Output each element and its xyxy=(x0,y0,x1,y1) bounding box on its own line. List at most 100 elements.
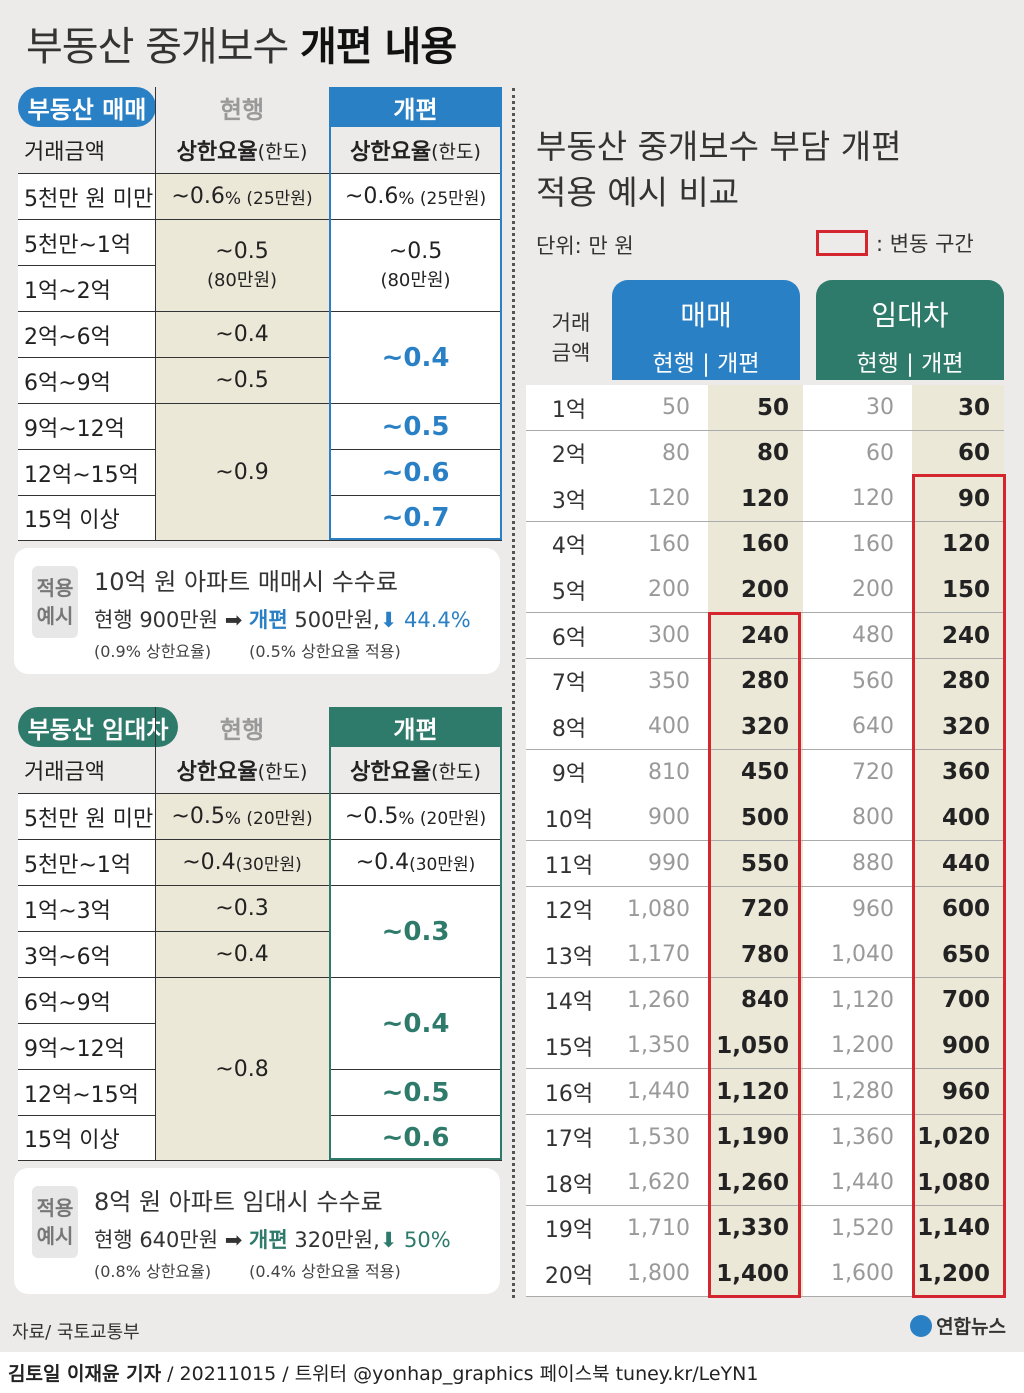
compare-cell: 1,400 xyxy=(708,1251,803,1297)
compare-cell: 1,360 xyxy=(831,1124,894,1150)
yonhap-logo-icon xyxy=(910,1314,933,1337)
compare-cell: 10억 xyxy=(544,807,594,833)
lease-current-label: 현행 xyxy=(219,715,265,744)
lease-row-0: 5천만 원 미만 ~0.5% (20만원) ~0.5% (20만원) xyxy=(18,794,502,840)
compare-cell: 1,800 xyxy=(627,1261,690,1287)
compare-cell: 1,530 xyxy=(627,1124,690,1150)
sale-example-title: 10억 원 아파트 매매시 수수료 xyxy=(94,568,398,596)
compare-cell: 11억 xyxy=(544,853,594,879)
example-tag: 적용 예시 xyxy=(32,566,78,638)
compare-cell: 300 xyxy=(648,623,690,648)
compare-cell: 1,080 xyxy=(627,896,690,922)
compare-cell: 780 xyxy=(708,932,803,978)
compare-row: 15억 1,350 1,050 1,200 900 xyxy=(526,1023,1004,1070)
lease-pill: 부동산 임대차 xyxy=(18,707,178,747)
compare-cell: 1,520 xyxy=(831,1215,894,1241)
compare-cell: 640 xyxy=(852,714,894,740)
compare-cell: 840 xyxy=(708,977,803,1023)
sale-table: 부동산 매매 현행 개편 거래금액 상한요율 (한도) 상한요율 (한도) 5천만 … xyxy=(18,87,502,541)
compare-cell: 1,040 xyxy=(831,942,894,968)
sale-example-values: 현행 900만원 ➡ 개편 500만원,⬇ 44.4% xyxy=(94,608,471,632)
compare-cell: 800 xyxy=(852,805,894,831)
compare-row: 18억 1,620 1,260 1,440 1,080 xyxy=(526,1160,1004,1207)
compare-cell: 880 xyxy=(852,851,894,876)
compare-cell: 1,330 xyxy=(708,1205,803,1251)
compare-cell: 160 xyxy=(648,531,690,557)
page-title: 부동산 중개보수 개편 내용 xyxy=(26,24,457,70)
sale-header-row: 거래금액 상한요율 (한도) 상한요율 (한도) xyxy=(18,127,502,174)
compare-cell: 1,710 xyxy=(627,1215,690,1241)
compare-cell: 320 xyxy=(912,704,1004,750)
compare-cell: 60 xyxy=(912,430,1004,476)
lease-header-row: 거래금액 상한요율 (한도) 상한요율 (한도) xyxy=(18,747,502,794)
compare-title: 부동산 중개보수 부담 개편 적용 예시 비교 xyxy=(536,127,902,212)
compare-cell: 990 xyxy=(648,851,690,876)
compare-row: 3억 120 120 120 90 xyxy=(526,476,1004,523)
compare-cell: 200 xyxy=(852,577,894,603)
compare-cell: 1,260 xyxy=(708,1160,803,1206)
compare-cell: 550 xyxy=(708,841,803,886)
compare-cell: 160 xyxy=(852,531,894,557)
lease-change-box xyxy=(912,474,1006,1298)
compare-cell: 80 xyxy=(662,440,690,466)
dotted-divider xyxy=(512,88,515,1298)
compare-cell: 360 xyxy=(912,749,1004,795)
compare-row: 9억 810 450 720 360 xyxy=(526,749,1004,796)
compare-cell: 200 xyxy=(648,577,690,603)
footer-credit: 김토일 이재윤 기자/ 20211015 / 트위터 @yonhap_graph… xyxy=(0,1352,1024,1393)
compare-cell: 150 xyxy=(912,567,1004,613)
compare-cell: 90 xyxy=(912,476,1004,522)
arrow-down-icon: ⬇ 44.4% xyxy=(379,608,471,632)
compare-cell: 810 xyxy=(648,759,690,785)
compare-cell: 7억 xyxy=(551,671,587,697)
sale-merged-cur-3: ~0.9 xyxy=(155,404,329,540)
compare-cell: 1,080 xyxy=(912,1160,1004,1206)
compare-cell: 80 xyxy=(708,430,803,476)
compare-cell: 1,620 xyxy=(627,1170,690,1196)
compare-cell: 120 xyxy=(852,486,894,512)
compare-cell: 16억 xyxy=(544,1081,594,1107)
compare-cell: 160 xyxy=(708,521,803,567)
lease-table: 부동산 임대차 현행 개편 거래금액 상한요율 (한도) 상한요율 (한도) 5천만… xyxy=(18,707,502,1161)
legend-red-box xyxy=(816,230,868,256)
compare-cell: 400 xyxy=(912,795,1004,841)
compare-cell: 50 xyxy=(662,395,690,420)
compare-cell: 1,120 xyxy=(831,987,894,1013)
compare-cell: 20억 xyxy=(544,1263,594,1289)
compare-cell: 30 xyxy=(866,395,894,420)
compare-cell: 960 xyxy=(912,1069,1004,1114)
compare-row: 14억 1,260 840 1,120 700 xyxy=(526,977,1004,1024)
compare-row: 7억 350 280 560 280 xyxy=(526,658,1004,705)
compare-row: 20억 1,800 1,400 1,600 1,200 xyxy=(526,1251,1004,1298)
compare-cell: 900 xyxy=(912,1023,1004,1069)
compare-cell: 1,350 xyxy=(627,1033,690,1059)
lease-merged-new-2: ~0.4 xyxy=(329,978,502,1070)
compare-cell: 6억 xyxy=(551,625,587,651)
compare-cell: 320 xyxy=(708,704,803,750)
sale-merged-new-2: ~0.4 xyxy=(329,312,502,404)
lease-merged-new-1: ~0.3 xyxy=(329,886,502,978)
compare-cell: 2억 xyxy=(551,443,587,469)
compare-row: 13억 1,170 780 1,040 650 xyxy=(526,932,1004,979)
sale-example-notes: (0.9% 상한요율) (0.5% 상한요율 적용) xyxy=(94,642,401,661)
compare-cell: 50 xyxy=(708,385,803,430)
compare-row: 19억 1,710 1,330 1,520 1,140 xyxy=(526,1205,1004,1252)
compare-cell: 200 xyxy=(708,567,803,613)
sale-col-line xyxy=(155,87,156,540)
arrow-right-icon: ➡ xyxy=(224,1228,243,1252)
compare-cell: 3억 xyxy=(551,488,587,514)
compare-row: 5억 200 200 200 150 xyxy=(526,567,1004,614)
compare-cell: 720 xyxy=(708,886,803,932)
compare-cell: 650 xyxy=(912,932,1004,978)
sale-pill: 부동산 매매 xyxy=(18,87,156,127)
compare-cell: 12억 xyxy=(544,899,594,925)
compare-cell: 280 xyxy=(708,658,803,704)
compare-cell: 9억 xyxy=(551,762,587,788)
compare-cell: 1,260 xyxy=(627,987,690,1013)
lease-example-box: 적용 예시 8억 원 아파트 임대시 수수료 현행 640만원 ➡ 개편 320만… xyxy=(14,1168,500,1294)
compare-cell: 440 xyxy=(912,841,1004,886)
compare-cell: 30 xyxy=(912,385,1004,430)
compare-cell: 1,190 xyxy=(708,1114,803,1160)
amount-col-label: 거래 금액 xyxy=(551,311,591,365)
